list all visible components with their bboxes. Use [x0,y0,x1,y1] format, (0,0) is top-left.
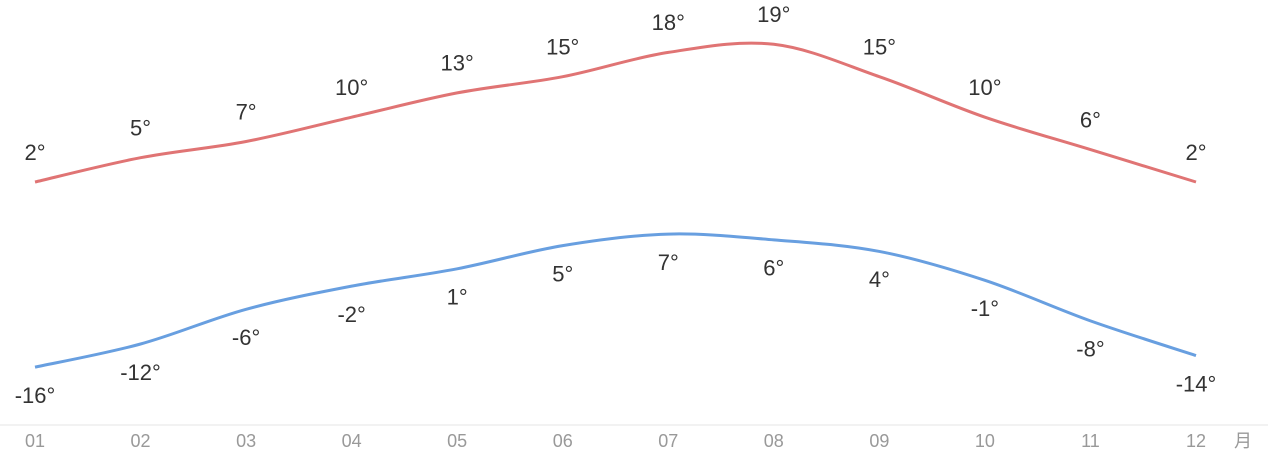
x-tick-label: 05 [447,431,467,451]
value-label: -12° [120,360,161,385]
value-label: -2° [337,302,365,327]
x-tick-label: 04 [342,431,362,451]
value-label: 2° [24,140,45,165]
line [34,232,1197,369]
line [34,41,1197,184]
value-label: 5° [552,261,573,286]
value-label: 18° [652,10,685,35]
value-label: 13° [441,51,474,76]
value-label: 7° [658,250,679,275]
value-label: -8° [1076,337,1104,362]
x-tick-label: 06 [553,431,573,451]
value-label: 15° [546,35,579,60]
x-tick-label: 08 [764,431,784,451]
value-label: 6° [1080,107,1101,132]
x-tick-label: 09 [869,431,889,451]
x-axis-unit: 月 [1234,431,1252,451]
x-tick-label: 12 [1186,431,1206,451]
x-tick-label: 02 [131,431,151,451]
value-label: -16° [15,383,56,408]
value-label: -1° [971,296,999,321]
value-label: 2° [1185,140,1206,165]
value-label: -6° [232,325,260,350]
value-label: 10° [968,75,1001,100]
value-label: 15° [863,35,896,60]
value-label: -14° [1176,371,1217,396]
x-tick-label: 11 [1081,431,1100,451]
value-label: 1° [447,285,468,310]
value-label: 4° [869,267,890,292]
value-label: 19° [757,2,790,27]
x-tick-label: 10 [975,431,995,451]
value-label: 7° [236,99,257,124]
x-tick-label: 01 [25,431,45,451]
value-label: 6° [763,256,784,281]
x-tick-label: 03 [236,431,256,451]
value-label: 10° [335,75,368,100]
value-label: 5° [130,116,151,141]
x-tick-label: 07 [658,431,678,451]
